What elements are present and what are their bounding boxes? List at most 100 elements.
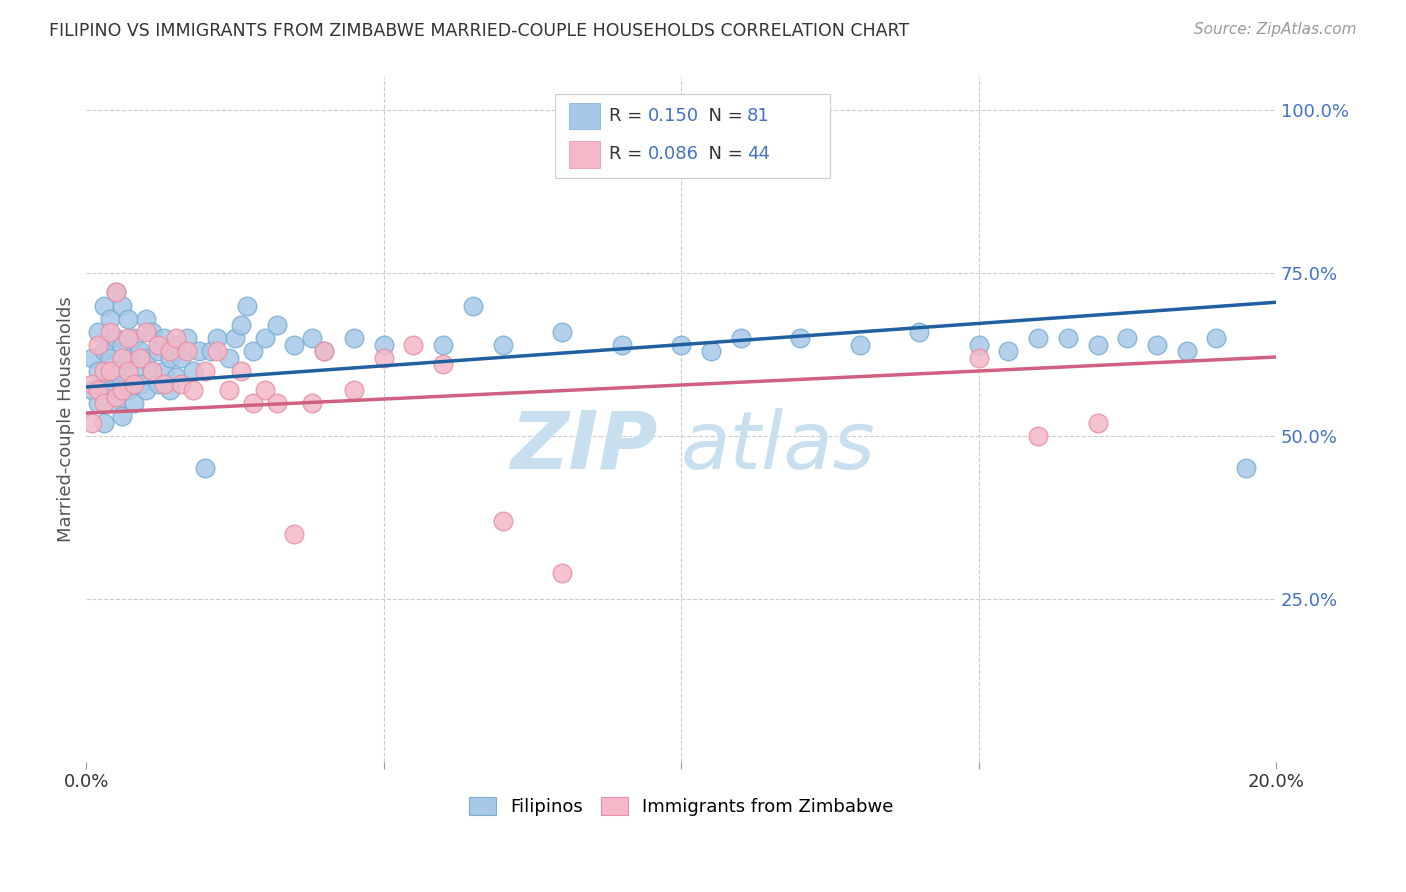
Point xyxy=(229,318,252,332)
Point xyxy=(432,357,454,371)
Point xyxy=(194,461,217,475)
Point xyxy=(253,331,276,345)
Point xyxy=(1087,416,1109,430)
Point xyxy=(997,344,1019,359)
Point xyxy=(1116,331,1139,345)
Point xyxy=(1234,461,1257,475)
Text: R =: R = xyxy=(609,107,648,125)
Point xyxy=(301,396,323,410)
Point xyxy=(122,396,145,410)
Point xyxy=(87,383,110,397)
Point xyxy=(266,396,288,410)
Point xyxy=(236,299,259,313)
Point xyxy=(93,416,115,430)
Point xyxy=(242,344,264,359)
Point xyxy=(170,376,193,391)
Point xyxy=(135,311,157,326)
Text: 44: 44 xyxy=(747,145,769,163)
Point xyxy=(218,383,240,397)
Point xyxy=(283,526,305,541)
Point xyxy=(141,364,163,378)
Text: 0.150: 0.150 xyxy=(648,107,699,125)
Text: Source: ZipAtlas.com: Source: ZipAtlas.com xyxy=(1194,22,1357,37)
Point xyxy=(1026,331,1049,345)
Point xyxy=(610,337,633,351)
Point xyxy=(128,344,150,359)
Point xyxy=(93,364,115,378)
Text: 0.086: 0.086 xyxy=(648,145,699,163)
Point xyxy=(283,337,305,351)
Point xyxy=(117,351,139,365)
Point xyxy=(146,337,169,351)
Point xyxy=(98,383,121,397)
Point xyxy=(82,416,104,430)
Point xyxy=(183,383,205,397)
Point xyxy=(111,383,134,397)
Text: 81: 81 xyxy=(747,107,769,125)
Point xyxy=(170,351,193,365)
Point xyxy=(492,337,515,351)
Text: ZIP: ZIP xyxy=(510,408,658,486)
Point xyxy=(242,396,264,410)
Point xyxy=(1056,331,1078,345)
Point xyxy=(105,364,128,378)
Point xyxy=(98,325,121,339)
Point xyxy=(111,337,134,351)
Point xyxy=(146,344,169,359)
Point xyxy=(176,331,198,345)
Point xyxy=(122,376,145,391)
Point xyxy=(194,364,217,378)
Point xyxy=(122,331,145,345)
Point xyxy=(159,344,181,359)
Point xyxy=(183,364,205,378)
Point xyxy=(111,409,134,424)
Point xyxy=(218,351,240,365)
Point xyxy=(253,383,276,397)
Point xyxy=(492,514,515,528)
Point xyxy=(111,376,134,391)
Point xyxy=(165,331,187,345)
Point xyxy=(224,331,246,345)
Point xyxy=(1026,429,1049,443)
Point xyxy=(87,325,110,339)
Point xyxy=(117,364,139,378)
Point xyxy=(93,344,115,359)
Point xyxy=(200,344,222,359)
Point xyxy=(165,337,187,351)
Point xyxy=(111,351,134,365)
Point xyxy=(98,311,121,326)
Text: FILIPINO VS IMMIGRANTS FROM ZIMBABWE MARRIED-COUPLE HOUSEHOLDS CORRELATION CHART: FILIPINO VS IMMIGRANTS FROM ZIMBABWE MAR… xyxy=(49,22,910,40)
Point xyxy=(343,383,366,397)
Text: R =: R = xyxy=(609,145,648,163)
Point xyxy=(82,351,104,365)
Point xyxy=(373,337,395,351)
Point xyxy=(141,325,163,339)
Point xyxy=(93,396,115,410)
Point xyxy=(165,370,187,384)
Point xyxy=(98,364,121,378)
Point xyxy=(908,325,931,339)
Point xyxy=(551,325,574,339)
Point xyxy=(205,344,228,359)
Point xyxy=(848,337,870,351)
Point xyxy=(117,311,139,326)
Point xyxy=(700,344,723,359)
Point xyxy=(1087,337,1109,351)
Text: N =: N = xyxy=(697,107,749,125)
Point xyxy=(152,364,174,378)
Point xyxy=(730,331,752,345)
Point xyxy=(146,376,169,391)
Point xyxy=(314,344,336,359)
Point xyxy=(128,351,150,365)
Point xyxy=(188,344,211,359)
Point xyxy=(266,318,288,332)
Point xyxy=(82,376,104,391)
Point xyxy=(128,376,150,391)
Point xyxy=(105,390,128,404)
Y-axis label: Married-couple Households: Married-couple Households xyxy=(58,297,75,542)
Legend: Filipinos, Immigrants from Zimbabwe: Filipinos, Immigrants from Zimbabwe xyxy=(461,789,901,823)
Point xyxy=(105,396,128,410)
Point xyxy=(669,337,692,351)
Point xyxy=(159,383,181,397)
Point xyxy=(1175,344,1198,359)
